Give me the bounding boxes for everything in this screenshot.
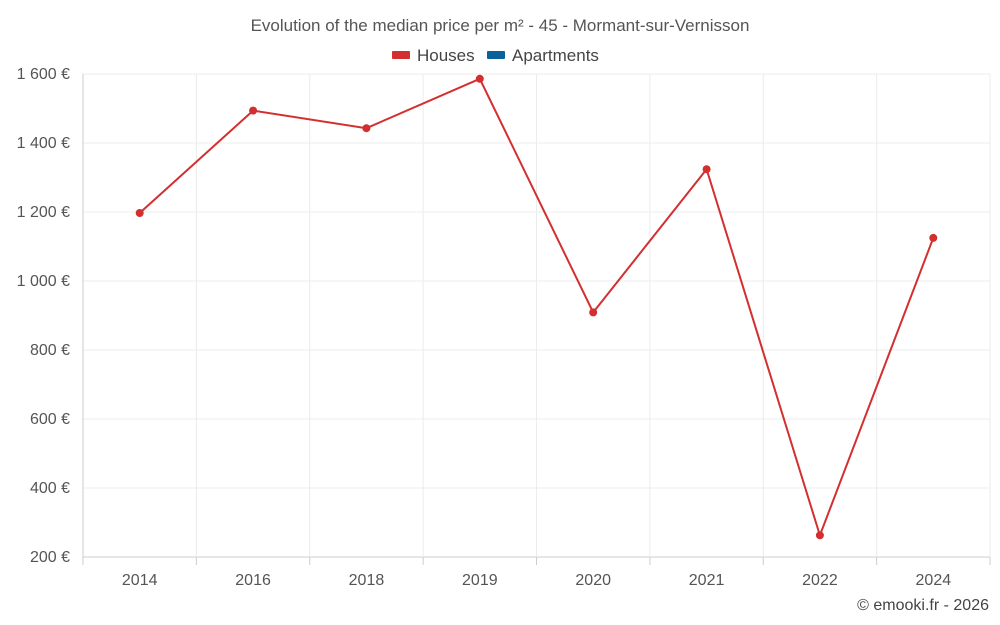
- credit-text: © emooki.fr - 2026: [857, 597, 989, 614]
- x-tick-label: 2020: [575, 572, 611, 589]
- x-tick-label: 2022: [802, 572, 838, 589]
- x-tick-label: 2021: [689, 572, 725, 589]
- y-axis: 1 600 € 1 400 € 1 200 € 1 000 € 800 € 600 € 40…: [17, 66, 70, 566]
- y-tick-label: 400 €: [30, 480, 70, 497]
- x-tick-label: 2024: [916, 572, 952, 589]
- y-tick-label: 800 €: [30, 342, 70, 359]
- data-point-2018[interactable]: [362, 124, 371, 133]
- chart-title: Evolution of the median price per m² - 4…: [251, 16, 750, 35]
- x-tick-label: 2016: [235, 572, 271, 589]
- data-point-2016[interactable]: [249, 106, 258, 115]
- y-tick-label: 1 200 €: [17, 204, 70, 221]
- y-tick-label: 1 400 €: [17, 135, 70, 152]
- series-layer: [135, 74, 938, 540]
- x-axis: 2014 2016 2018 2019 2020 2021 2022 2024: [82, 557, 991, 589]
- data-point-2021[interactable]: [702, 165, 711, 174]
- x-tick-label: 2014: [122, 572, 158, 589]
- legend-item-houses[interactable]: Houses: [392, 46, 475, 65]
- y-tick-label: 200 €: [30, 549, 70, 566]
- data-point-2019[interactable]: [475, 74, 484, 83]
- data-point-2022[interactable]: [815, 531, 824, 540]
- x-tick-label: 2018: [349, 572, 385, 589]
- grid: [82, 73, 991, 558]
- y-tick-label: 600 €: [30, 411, 70, 428]
- legend-label: Houses: [417, 46, 475, 65]
- legend-item-apartments[interactable]: Apartments: [487, 46, 599, 65]
- legend-swatch: [392, 51, 410, 59]
- y-tick-label: 1 000 €: [17, 273, 70, 290]
- legend-label: Apartments: [512, 46, 599, 65]
- data-point-2014[interactable]: [135, 209, 144, 217]
- legend-swatch: [487, 51, 505, 59]
- x-tick-label: 2019: [462, 572, 498, 589]
- y-tick-label: 1 600 €: [17, 66, 70, 83]
- data-point-2020[interactable]: [589, 308, 598, 317]
- data-point-2024[interactable]: [929, 233, 938, 242]
- legend: Houses Apartments: [392, 46, 599, 65]
- series-line-houses: [139, 77, 935, 537]
